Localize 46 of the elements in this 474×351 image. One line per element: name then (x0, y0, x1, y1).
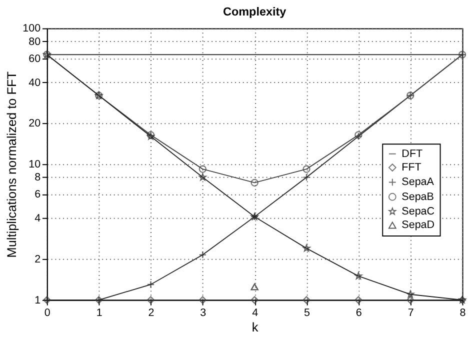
x-tick-label: 1 (96, 307, 102, 320)
y-tick-label: 20 (28, 118, 41, 130)
x-tick-label: 7 (408, 307, 414, 320)
point (302, 165, 310, 173)
point (250, 296, 258, 304)
legend-label: SepaD (402, 219, 435, 232)
point (198, 165, 207, 173)
point (302, 244, 310, 252)
x-axis-title: k (252, 320, 259, 335)
point (250, 178, 258, 187)
point (406, 290, 414, 298)
point (198, 173, 206, 181)
point (354, 272, 362, 280)
x-tick-label: 3 (200, 307, 206, 320)
x-tick-label: 5 (304, 307, 310, 320)
point (146, 280, 155, 288)
legend-label: SepaB (402, 190, 434, 203)
legend-label: DFT (402, 148, 424, 160)
x-tick-label: 0 (44, 307, 50, 320)
x-tick-label: 4 (252, 307, 258, 320)
y-tick-label: 6 (34, 188, 41, 201)
point (302, 173, 310, 182)
point (302, 296, 310, 304)
x-tick-label: 8 (460, 307, 466, 320)
y-tick-label: 60 (28, 52, 41, 65)
y-axis-title: Multiplications normalized to FFT (4, 71, 19, 258)
legend-label: FFT (402, 161, 422, 174)
point (250, 283, 258, 290)
y-tick-label: 100 (22, 22, 41, 35)
y-tick-label: 10 (28, 158, 41, 171)
point (146, 296, 155, 304)
legend-label: SepaA (402, 176, 435, 188)
y-tick-label: 2 (34, 254, 41, 266)
point (354, 296, 362, 304)
y-tick-label: 8 (34, 172, 41, 184)
y-tick-label: 80 (28, 36, 41, 48)
x-tick-label: 2 (148, 307, 154, 320)
y-tick-label: 1 (34, 294, 41, 306)
legend-label: SepaC (402, 205, 435, 218)
y-tick-label: 4 (34, 212, 41, 225)
point (198, 250, 207, 259)
point (198, 296, 207, 304)
x-tick-label: 6 (356, 307, 362, 320)
chart-title: Complexity (223, 6, 287, 19)
y-tick-label: 40 (28, 76, 41, 89)
point (406, 296, 414, 304)
